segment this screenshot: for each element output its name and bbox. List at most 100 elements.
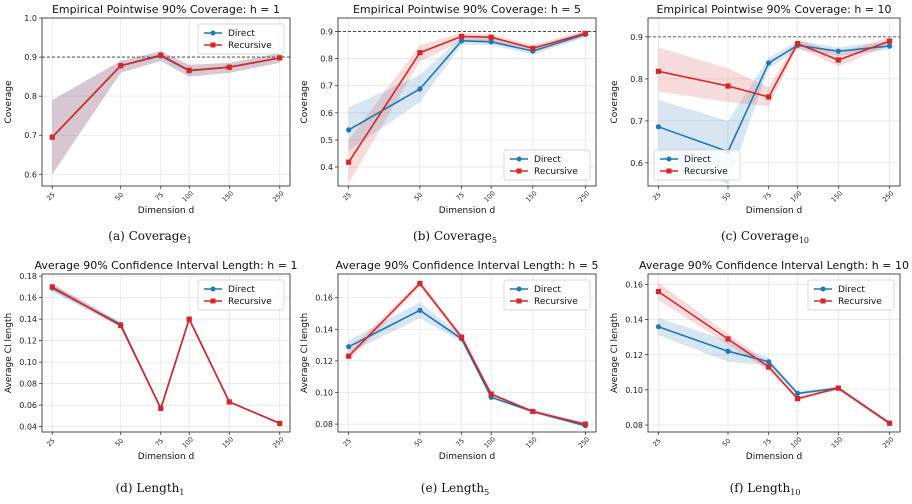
y-tick-label: 0.5 — [320, 136, 333, 145]
y-axis-label: Coverage — [300, 80, 310, 124]
legend-label-direct: Direct — [228, 285, 255, 295]
x-axis-label: Dimension d — [138, 452, 194, 462]
legend-label-direct: Direct — [534, 285, 561, 295]
legend-box — [197, 279, 285, 311]
y-tick-label: 0.16 — [315, 294, 333, 303]
subfigure-caption: (f) Length10 — [730, 481, 801, 497]
x-tick-label: 50 — [413, 191, 425, 203]
point-recursive — [158, 52, 164, 58]
band-direct — [658, 317, 890, 425]
y-tick-label: 0.6 — [630, 159, 643, 168]
x-tick-label: 100 — [789, 189, 803, 203]
legend: Direct Recursive — [807, 279, 895, 311]
legend: Direct Recursive — [503, 279, 591, 311]
caption-text: (c) Coverage — [721, 229, 799, 243]
point-recursive — [835, 57, 841, 63]
y-axis-label: Coverage — [4, 80, 14, 124]
point-recursive — [530, 45, 536, 51]
caption-subscript: 10 — [799, 236, 809, 245]
series-line-direct — [348, 33, 586, 131]
chart-title: Average 90% Confidence Interval Length: … — [639, 259, 909, 272]
band-direct — [348, 31, 586, 151]
subfigure-caption: (c) Coverage10 — [721, 229, 809, 245]
plot-frame — [41, 17, 291, 187]
legend-marker — [210, 42, 216, 48]
legend-marker — [210, 30, 216, 36]
x-tick-label: 25 — [341, 437, 353, 449]
point-recursive — [655, 68, 662, 74]
y-tick-label: 0.16 — [19, 294, 37, 303]
x-tick-label: 100 — [181, 435, 195, 449]
subfigure-caption: (b) Coverage5 — [413, 229, 497, 245]
point-recursive — [226, 64, 232, 70]
x-tick-label: 25 — [651, 437, 663, 449]
y-tick-label: 0.6 — [24, 170, 37, 179]
point-recursive — [277, 420, 283, 427]
x-tick-label: 250 — [577, 435, 591, 449]
y-tick-label: 0.04 — [19, 423, 37, 432]
point-recursive — [186, 67, 192, 73]
x-axis-label: Dimension d — [746, 206, 802, 216]
x-tick-label: 50 — [721, 191, 733, 203]
point-direct — [766, 359, 772, 365]
point-direct — [417, 307, 423, 313]
series-line-direct — [658, 44, 890, 153]
x-tick-label: 150 — [524, 189, 538, 203]
legend-marker — [666, 156, 672, 162]
y-axis-label: Average CI length — [300, 313, 310, 393]
legend-box — [503, 149, 591, 181]
y-tick-label: 0.16 — [625, 281, 643, 290]
point-direct — [346, 344, 352, 350]
legend: Direct Recursive — [503, 149, 591, 181]
point-recursive — [458, 334, 465, 340]
y-tick-label: 0.08 — [315, 420, 333, 429]
subfigure-caption: (d) Length1 — [116, 481, 185, 497]
point-direct — [766, 60, 772, 66]
x-tick-label: 100 — [789, 435, 803, 449]
caption-text: (d) Length — [116, 481, 180, 495]
series-line-recursive — [658, 40, 890, 98]
legend-marker — [516, 168, 522, 174]
x-tick-label: 100 — [181, 189, 195, 203]
x-tick-label: 250 — [881, 435, 895, 449]
legend: Direct Recursive — [197, 279, 285, 311]
subfigure-caption: (e) Length5 — [421, 481, 489, 497]
x-axis-label: Dimension d — [439, 206, 495, 216]
point-recursive — [835, 385, 841, 391]
point-recursive — [158, 405, 164, 411]
point-recursive — [794, 396, 801, 402]
point-recursive — [886, 420, 893, 426]
band-recursive — [52, 51, 280, 175]
y-tick-label: 0.08 — [19, 380, 37, 389]
legend-box — [807, 279, 895, 311]
legend-label-recursive: Recursive — [838, 297, 882, 307]
x-tick-label: 25 — [651, 191, 663, 203]
x-tick-label: 150 — [221, 189, 235, 203]
y-tick-label: 0.14 — [315, 325, 333, 334]
caption-subscript: 5 — [484, 488, 489, 497]
x-tick-label: 150 — [221, 435, 235, 449]
chart-title: Empirical Pointwise 90% Coverage: h = 10 — [656, 3, 891, 16]
point-direct — [458, 38, 465, 44]
legend-label-recursive: Recursive — [228, 297, 272, 307]
legend-label-direct: Direct — [838, 285, 865, 295]
plot-frame — [647, 17, 901, 187]
plot-frame — [647, 273, 901, 433]
band-direct — [52, 51, 280, 175]
band-recursive — [348, 30, 586, 184]
point-recursive — [766, 364, 772, 370]
y-tick-label: 0.14 — [19, 315, 37, 324]
y-tick-label: 0.10 — [625, 386, 643, 395]
point-recursive — [118, 322, 124, 329]
y-tick-label: 1.0 — [24, 14, 37, 23]
x-tick-label: 75 — [154, 191, 166, 203]
y-tick-label: 0.7 — [630, 117, 643, 126]
legend-marker — [516, 286, 522, 292]
y-tick-label: 0.18 — [19, 272, 37, 281]
y-tick-label: 0.10 — [19, 358, 37, 367]
plot-frame — [337, 17, 597, 187]
chart-title: Average 90% Confidence Interval Length: … — [336, 259, 599, 272]
point-direct — [655, 124, 662, 130]
x-tick-label: 50 — [114, 437, 126, 449]
legend-marker — [516, 156, 522, 162]
